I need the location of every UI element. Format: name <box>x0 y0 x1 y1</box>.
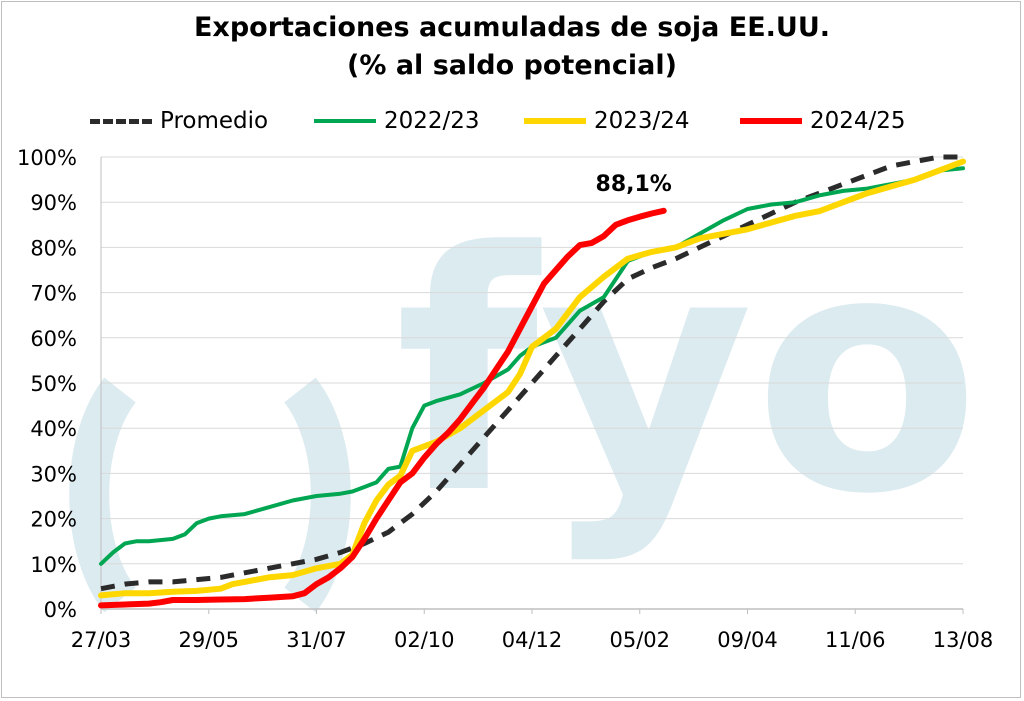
x-axis-ticks: 27/03 29/05 31/07 02/10 04/12 05/02 09/04 11/06… <box>71 609 994 652</box>
y-tick-label: 70% <box>30 282 77 306</box>
y-tick-label: 10% <box>30 553 77 577</box>
legend-label-2022: 2022/23 <box>384 108 480 134</box>
y-tick-label: 90% <box>30 191 77 215</box>
annotations: 88,1% <box>596 172 672 197</box>
x-tick-label: 04/12 <box>502 628 563 652</box>
legend-label-2023: 2023/24 <box>594 108 690 134</box>
x-tick-label: 29/05 <box>178 628 239 652</box>
x-tick-label: 13/08 <box>933 628 994 652</box>
series-line-2022-23 <box>99 166 965 566</box>
legend-swatch-2022 <box>314 119 376 123</box>
x-tick-label: 02/10 <box>394 628 455 652</box>
x-tick-label: 27/03 <box>71 628 132 652</box>
legend-swatch-2024 <box>740 118 802 124</box>
fyo-watermark-logo: fyo <box>69 182 980 613</box>
legend-swatch-promedio <box>90 118 152 124</box>
legend-label-promedio: Promedio <box>160 108 269 134</box>
series-line-2023-24 <box>98 158 966 599</box>
series-line-2024-25 <box>98 207 667 609</box>
legend-item-2023: 2023/24 <box>524 104 690 138</box>
x-tick-label: 09/04 <box>717 628 778 652</box>
chart-title: Exportaciones acumuladas de soja EE.UU. <box>193 12 831 43</box>
y-tick-label: 40% <box>30 417 77 441</box>
chart-subtitle: (% al saldo potencial) <box>347 50 677 81</box>
y-tick-label: 100% <box>17 146 77 170</box>
x-tick-label: 11/06 <box>825 628 886 652</box>
legend-item-promedio: Promedio <box>90 104 268 138</box>
series-line-promedio <box>100 154 963 592</box>
x-tick-label: 05/02 <box>609 628 670 652</box>
y-tick-label: 20% <box>30 508 77 532</box>
y-tick-label: 60% <box>30 327 77 351</box>
y-tick-label: 80% <box>30 236 77 260</box>
legend-label-2024: 2024/25 <box>810 108 906 134</box>
y-tick-label: 30% <box>30 462 77 486</box>
series-lines <box>98 154 966 609</box>
watermark-left-arc <box>69 377 137 613</box>
y-tick-label: 0% <box>44 598 77 622</box>
x-tick-label: 31/07 <box>286 628 347 652</box>
last-value-label: 88,1% <box>596 172 672 197</box>
legend-item-2022: 2022/23 <box>314 104 480 138</box>
y-tick-label: 50% <box>30 372 77 396</box>
legend-item-2024: 2024/25 <box>740 104 906 138</box>
legend-swatch-2023 <box>524 118 586 124</box>
y-axis-ticks: 0% 10% 20% 30% 40% 50% 60% 70% 80% 90% 100% <box>17 146 77 622</box>
